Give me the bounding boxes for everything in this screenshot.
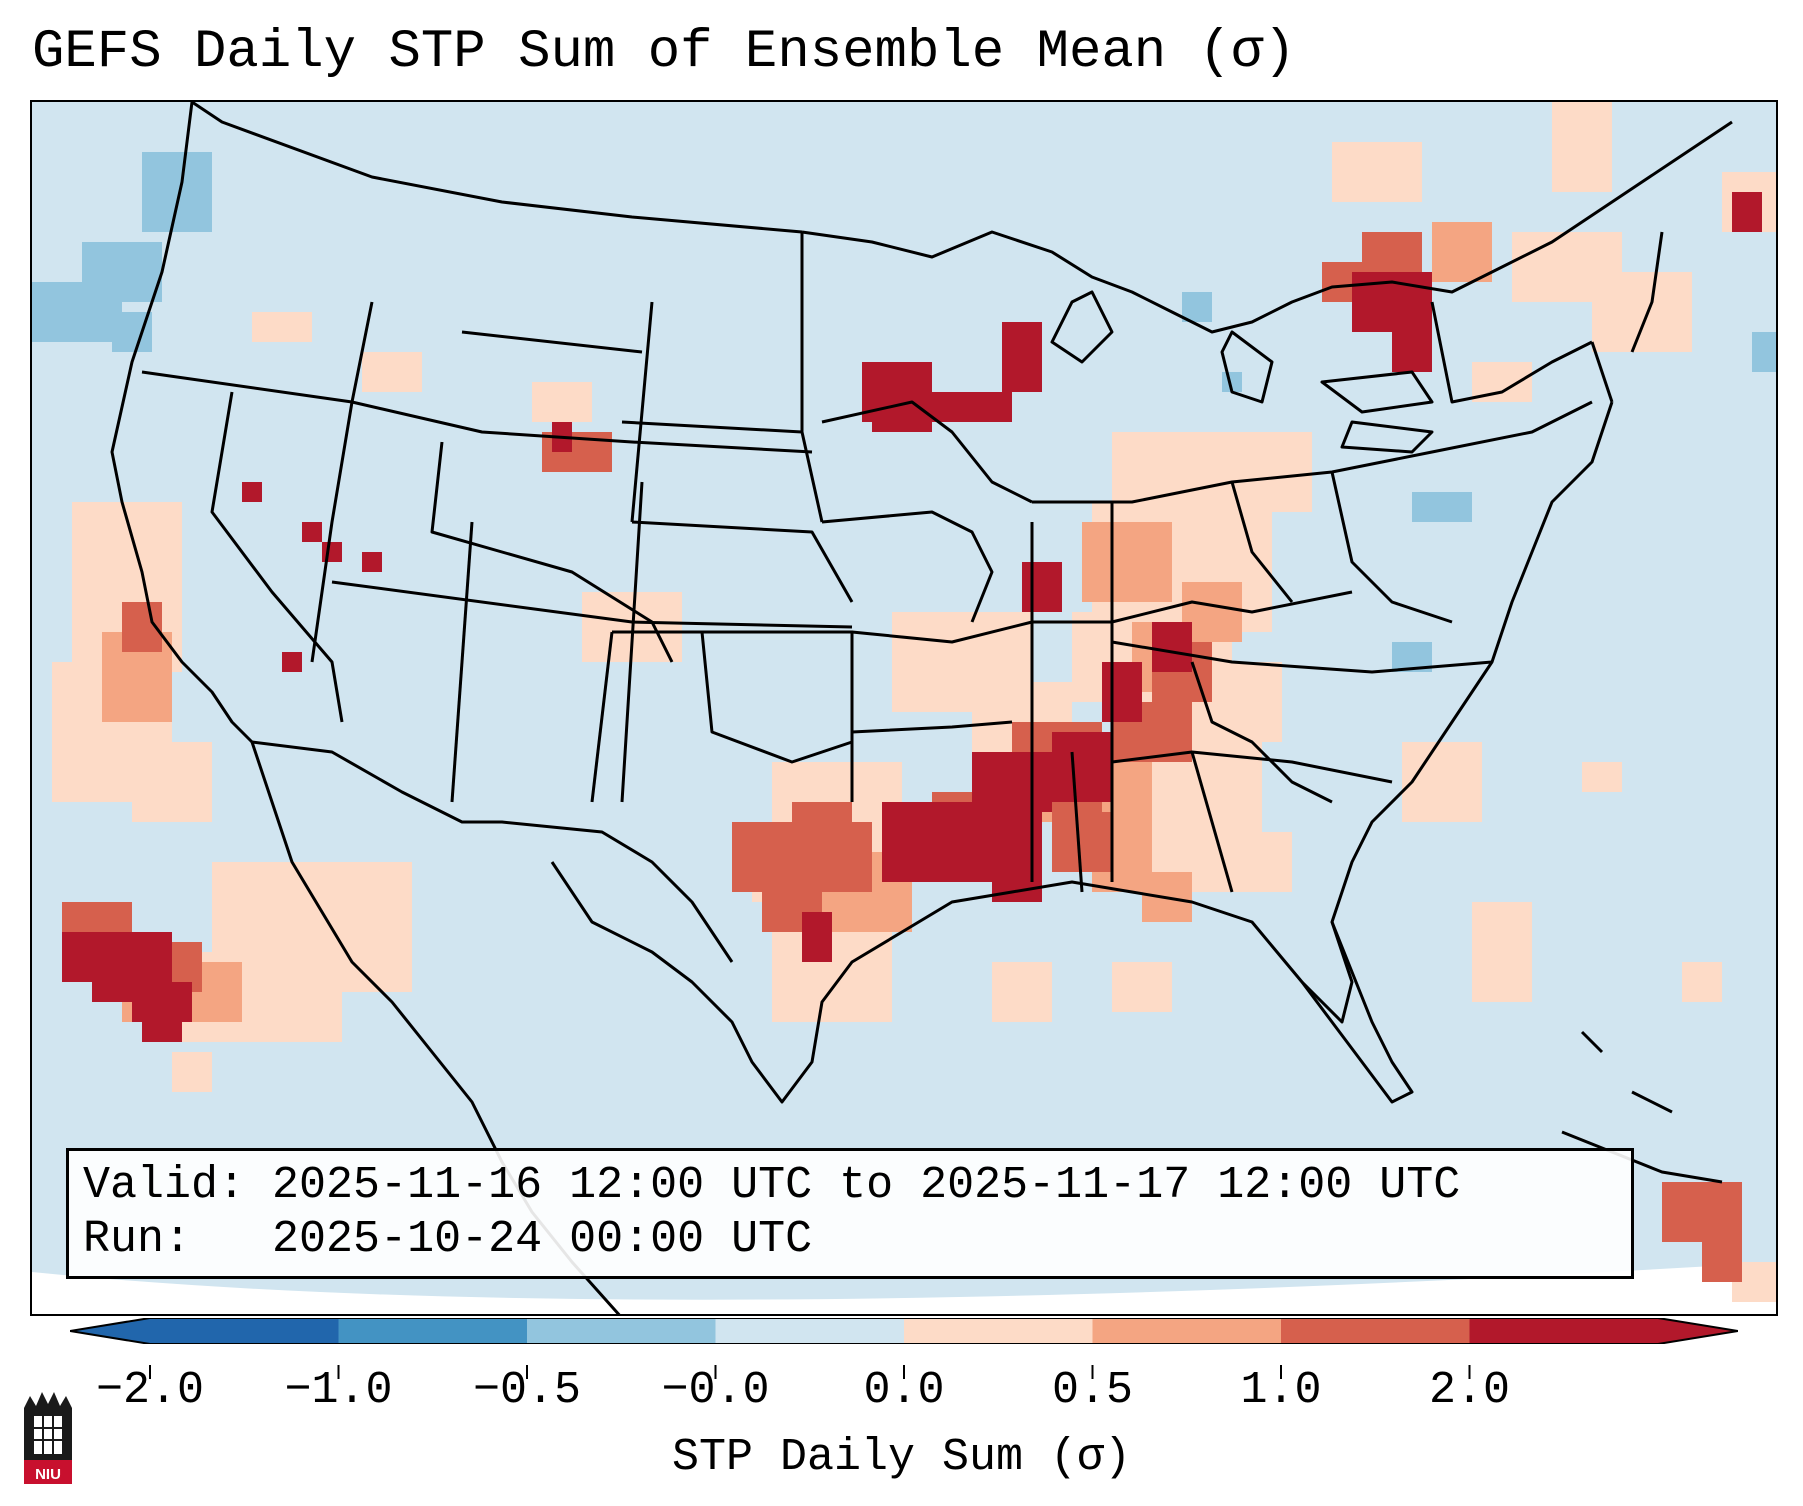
colorbar-segment <box>1281 1318 1470 1344</box>
colorbar-segment <box>904 1318 1093 1344</box>
colorbar-tick-label: 0.0 <box>863 1365 945 1416</box>
valid-time: 2025-11-16 12:00 UTC to 2025-11-17 12:00… <box>272 1160 1461 1211</box>
map-title: GEFS Daily STP Sum of Ensemble Mean (σ) <box>32 22 1296 83</box>
extreme-positive-patches <box>62 192 1762 1042</box>
colorbar-segments <box>70 1318 1738 1344</box>
projection-edge <box>32 1262 1776 1314</box>
colorbar-ticks <box>149 1365 1471 1379</box>
colorbar-tick-label: −0.0 <box>661 1365 770 1416</box>
colorbar-tick-label: 2.0 <box>1428 1365 1511 1416</box>
colorbar-segment <box>338 1318 527 1344</box>
colorbar-segment <box>1092 1318 1281 1344</box>
colorbar-segment <box>70 1318 339 1344</box>
colorbar-segment <box>1469 1318 1738 1344</box>
colorbar-segment <box>715 1318 904 1344</box>
colorbar-segment <box>527 1318 716 1344</box>
logo-text: NIU <box>35 1466 61 1483</box>
colorbar-tick-label: 1.0 <box>1240 1365 1322 1416</box>
map-panel <box>30 100 1778 1316</box>
colorbar-label: STP Daily Sum (σ) <box>671 1432 1132 1483</box>
colorbar-tick-label: −2.0 <box>95 1365 205 1416</box>
colorbar-tick-label: 0.5 <box>1051 1365 1134 1416</box>
valid-label: Valid: <box>83 1160 246 1211</box>
run-label: Run: <box>83 1214 192 1265</box>
colorbar-tick-label: −0.5 <box>472 1365 582 1416</box>
valid-run-info-box: Valid: 2025-11-16 12:00 UTC to 2025-11-1… <box>66 1148 1634 1279</box>
colorbar <box>70 1318 1738 1344</box>
niu-logo: NIU <box>24 1392 72 1484</box>
colorbar-tick-label: −1.0 <box>284 1365 393 1416</box>
run-time: 2025-10-24 00:00 UTC <box>272 1214 813 1265</box>
anomaly-field <box>32 102 1776 1302</box>
stp-map <box>32 102 1776 1314</box>
boundary-lines <box>110 102 1733 1314</box>
